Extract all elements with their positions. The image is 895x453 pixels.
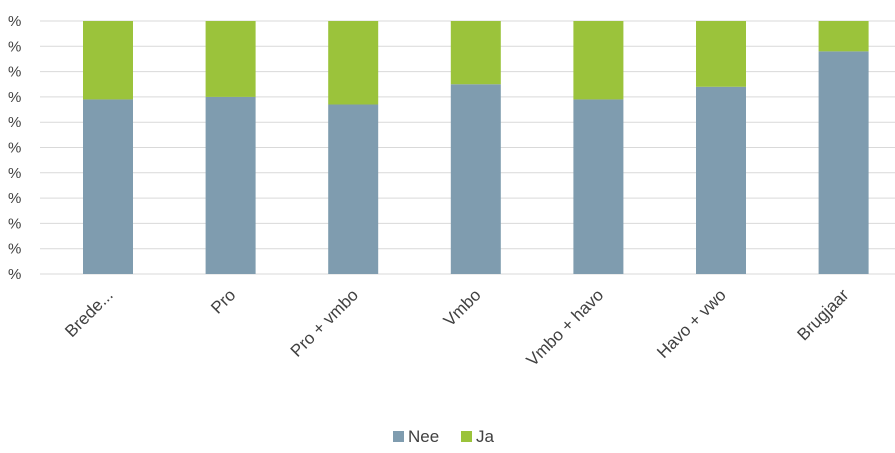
y-tick-label-6: % [8,114,21,131]
x-category-label-2: Pro + vmbo [287,285,362,360]
bar-ja-6 [818,21,869,52]
bar-nee-0 [83,99,133,275]
bar-ja-2 [328,21,379,105]
bar-nee-4 [573,99,624,275]
y-tick-label-7: % [8,89,21,106]
bar-nee-3 [450,84,501,274]
y-tick-label-8: % [8,64,21,81]
y-tick-label-3: % [8,190,21,207]
bars [83,21,869,275]
legend: Nee Ja [393,427,495,446]
x-category-label-1: Pro [207,285,239,317]
bar-ja-1 [205,21,256,97]
legend-label-nee: Nee [408,427,439,446]
x-axis-category-labels: Brede... Pro Pro + vmbo Vmbo Vmbo + havo Havo… [61,285,852,370]
legend-label-ja: Ja [476,427,495,446]
x-category-label-4: Vmbo + havo [523,285,608,370]
y-tick-label-9: % [8,38,21,55]
legend-swatch-ja [461,431,472,442]
bar-nee-1 [205,96,256,275]
bar-nee-5 [696,86,746,274]
x-category-label-3: Vmbo [440,285,485,330]
bar-nee-2 [328,104,379,275]
x-category-label-6: Brugjaar [794,285,853,344]
y-tick-label-1: % [8,241,21,258]
bar-ja-0 [83,21,133,100]
x-category-label-5: Havo + vwo [653,285,730,362]
y-tick-label-4: % [8,165,21,182]
y-tick-label-5: % [8,140,21,157]
legend-swatch-nee [393,431,404,442]
y-tick-label-10: % [8,13,21,30]
x-category-label-0: Brede... [61,285,117,341]
bar-ja-5 [696,21,746,87]
bar-nee-6 [818,51,869,274]
y-axis-tick-labels: %%%%%%%%%%% [8,13,21,283]
y-tick-label-0: % [8,266,21,283]
bar-ja-4 [573,21,624,100]
bar-ja-3 [450,21,501,85]
y-tick-label-2: % [8,215,21,232]
